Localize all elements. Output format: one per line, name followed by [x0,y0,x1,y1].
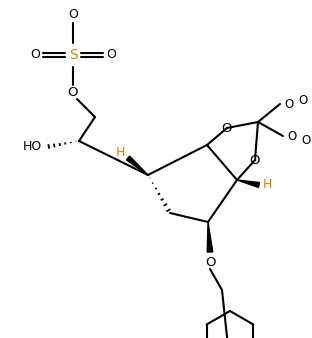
Polygon shape [237,180,260,188]
Text: O: O [301,134,310,146]
Text: HO: HO [22,141,41,153]
Text: O: O [222,121,232,135]
Text: O: O [205,256,215,268]
Text: H: H [262,178,272,192]
Text: O: O [287,129,296,143]
Polygon shape [126,156,148,175]
Text: H: H [115,145,125,159]
Text: O: O [298,94,307,106]
Text: O: O [250,153,260,167]
Text: O: O [106,48,116,62]
Text: O: O [68,87,78,99]
Text: O: O [30,48,40,62]
Text: O: O [284,97,293,111]
Polygon shape [207,222,213,252]
Text: O: O [68,8,78,22]
Text: S: S [69,48,77,62]
